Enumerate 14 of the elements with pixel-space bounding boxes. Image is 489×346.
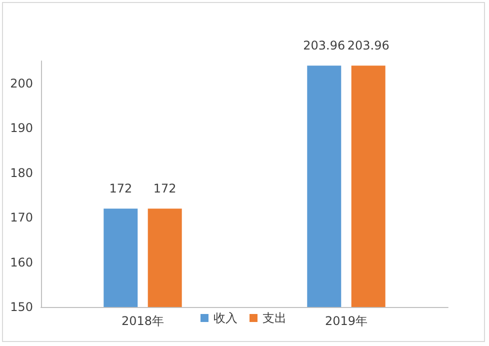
y-tick-label: 170 xyxy=(10,210,33,225)
data-label: 203.96 xyxy=(303,38,346,53)
data-label: 203.96 xyxy=(347,38,390,53)
y-tick-label: 150 xyxy=(10,300,33,314)
x-tick-label: 2019年 xyxy=(324,314,368,328)
x-tick-label: 2018年 xyxy=(121,314,164,328)
data-label: 172 xyxy=(153,182,176,196)
data-label: 172 xyxy=(109,182,132,196)
legend-label: 支出 xyxy=(262,311,286,325)
y-tick-label: 160 xyxy=(10,255,33,270)
y-tick-label: 180 xyxy=(10,166,33,180)
legend-label: 收入 xyxy=(214,311,238,325)
y-tick-label: 190 xyxy=(10,121,33,136)
y-tick-label: 200 xyxy=(10,76,33,90)
